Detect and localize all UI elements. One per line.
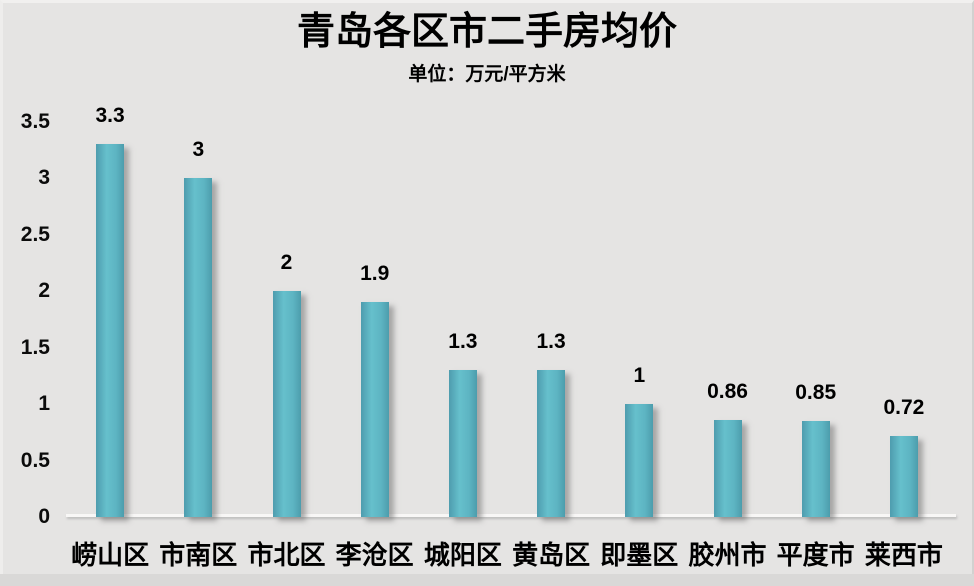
y-tick-label: 1 (38, 392, 50, 415)
data-label: 1.9 (360, 262, 390, 286)
data-label: 0.72 (883, 395, 925, 419)
y-tick-label: 2.5 (20, 222, 50, 246)
y-tick-label: 3.5 (20, 109, 50, 133)
bar-即墨区 (625, 404, 654, 517)
category-label: 城阳区 (423, 540, 502, 570)
category-label: 崂山区 (71, 540, 150, 570)
bar-城阳区 (448, 370, 477, 517)
x-axis-line (66, 514, 956, 517)
category-label: 胶州市 (688, 540, 767, 570)
chart-unit-note: 单位：万元/平方米 (408, 64, 566, 85)
y-tick-label: 0.5 (20, 448, 50, 472)
data-label: 2 (280, 251, 293, 274)
bar-市北区 (272, 291, 301, 517)
bar-崂山区 (96, 144, 125, 517)
category-label: 市南区 (159, 540, 238, 570)
data-label: 0.85 (795, 380, 837, 404)
y-tick-label: 3 (38, 166, 50, 189)
data-label: 3 (192, 138, 205, 161)
data-label: 1.3 (536, 330, 566, 354)
bar-黄岛区 (537, 370, 566, 517)
y-tick-label: 1.5 (20, 335, 50, 359)
data-label: 1.3 (448, 330, 478, 354)
category-label: 平度市 (776, 540, 855, 570)
y-tick-label: 0 (38, 505, 50, 528)
category-label: 市北区 (247, 540, 326, 570)
bar-莱西市 (889, 435, 918, 517)
chart-title: 青岛各区市二手房均价 (296, 11, 677, 53)
category-label: 即墨区 (600, 540, 679, 570)
data-label: 3.3 (95, 104, 125, 128)
category-label: 莱西市 (864, 540, 943, 570)
bar-胶州市 (713, 419, 742, 517)
data-label: 1 (633, 364, 646, 387)
category-label: 李沧区 (335, 540, 414, 570)
bar-市南区 (184, 178, 213, 517)
bar-李沧区 (360, 302, 389, 517)
y-tick-label: 2 (38, 279, 50, 302)
data-label: 0.86 (707, 379, 748, 403)
category-label: 黄岛区 (512, 540, 591, 570)
bar-平度市 (801, 420, 830, 517)
chart-bottom-edge (0, 574, 974, 586)
